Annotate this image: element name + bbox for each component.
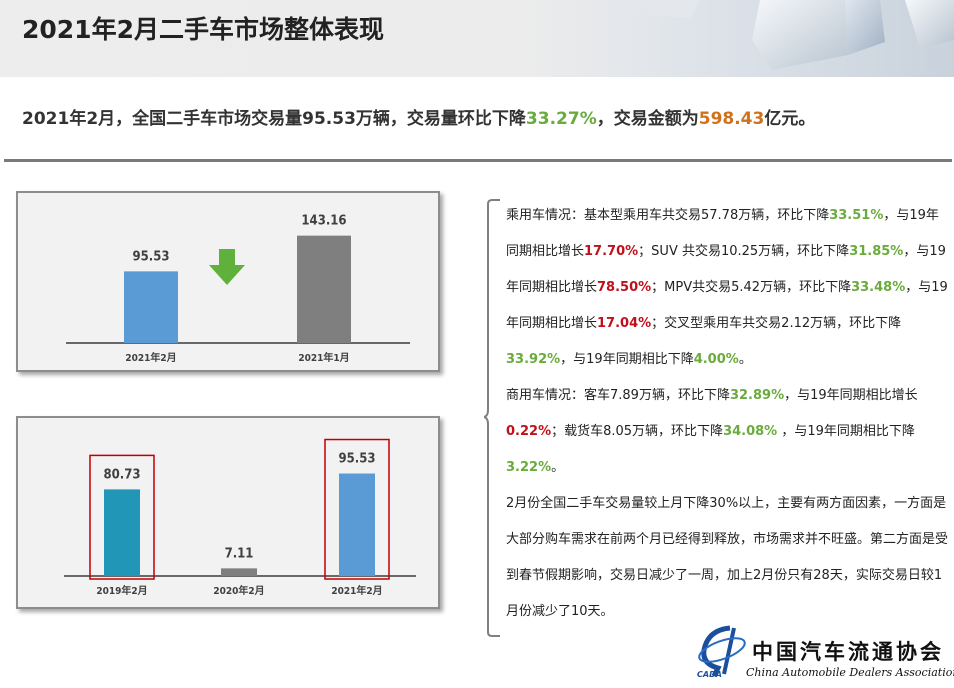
yoy-comparison-chart: 80.73 2019年2月 7.11 2020年2月 95.53 2021年2月 (16, 416, 440, 609)
header-banner: 2021年2月二手车市场整体表现 (0, 0, 954, 77)
p1-segment: 4.00% (693, 352, 739, 367)
category-label-2: 2021年2月 (331, 584, 382, 597)
logo-english-name: China Automobile Dealers Association (746, 666, 954, 679)
p2-segment: 商用车情况：客车7.89万辆，环比下降 (506, 388, 730, 403)
summary-sentence: 2021年2月，全国二手车市场交易量95.53万辆，交易量环比下降33.27%，… (22, 104, 815, 129)
p1-segment: 乘用车情况：基本型乘用车共交易57.78万辆，环比下降 (506, 208, 830, 223)
p1-segment: ，与19年同期相比增长 (506, 280, 948, 331)
mom-chart-svg: 95.53 2021年2月 143.16 2021年1月 (66, 214, 410, 364)
category-label-1: 2020年2月 (213, 584, 264, 597)
category-label-0: 2019年2月 (96, 584, 147, 597)
p1-segment: ，与19年同期相比下降 (560, 352, 694, 367)
logo-chinese-name: 中国汽车流通协会 (752, 639, 944, 664)
p3-segment: 2月份全国二手车交易量较上月下降30%以上，主要有两方面因素，一方面是大部分购车… (506, 496, 949, 619)
data-label-1: 7.11 (225, 546, 254, 561)
p2-segment: 0.22% (506, 424, 552, 439)
category-label-1: 2021年1月 (298, 351, 349, 364)
p2-segment: 。 (551, 460, 565, 475)
summary-suffix: 亿元。 (764, 109, 816, 129)
passenger-car-paragraph: 乘用车情况：基本型乘用车共交易57.78万辆，环比下降33.51%，与19年同期… (506, 198, 950, 378)
p1-segment: 31.85% (849, 244, 904, 259)
p1-segment: ，与19年同期相比增长 (506, 208, 939, 259)
summary-middle: ，交易金额为 (596, 109, 699, 129)
decorative-cubes-image (625, 0, 954, 70)
mom-comparison-chart: 95.53 2021年2月 143.16 2021年1月 (16, 191, 440, 372)
p2-segment: ；载货车8.05万辆，环比下降 (551, 424, 724, 439)
highlight-box-0 (89, 454, 155, 580)
highlight-box-2 (324, 438, 390, 580)
p1-segment: 。 (738, 352, 752, 367)
p1-segment: 78.50% (597, 280, 652, 295)
p2-segment: ，与19年同期相比下降 (777, 424, 915, 439)
bracket-icon (484, 199, 500, 637)
p2-segment: 34.08% (723, 424, 778, 439)
bar-1 (221, 568, 257, 576)
summary-mom-change: 33.27% (525, 109, 597, 129)
summary-amount: 598.43 (698, 109, 765, 129)
p2-segment: ，与19年同期相比增长 (784, 388, 918, 403)
p1-segment: ；SUV 共交易10.25万辆，环比下降 (638, 244, 850, 259)
p1-segment: ；MPV共交易5.42万辆，环比下降 (651, 280, 852, 295)
p1-segment: 33.51% (829, 208, 884, 223)
yoy-chart-svg: 80.73 2019年2月 7.11 2020年2月 95.53 2021年2月 (64, 438, 416, 597)
p1-segment: 33.92% (506, 352, 561, 367)
cada-emblem-icon (698, 625, 746, 678)
bar-0 (104, 489, 140, 576)
cada-logo: 中国汽车流通协会 CADA China Automobile Dealers A… (694, 624, 954, 684)
summary-prefix: 2021年2月，全国二手车市场交易量95.53万辆，交易量环比下降 (22, 109, 526, 129)
p1-segment: ；交叉型乘用车共交易2.12万辆，环比下降 (651, 316, 902, 331)
data-label-0: 95.53 (133, 249, 170, 264)
data-label-0: 80.73 (104, 467, 141, 482)
detail-text-panel: 乘用车情况：基本型乘用车共交易57.78万辆，环比下降33.51%，与19年同期… (506, 198, 950, 630)
p1-segment: ，与19年同期相比增长 (506, 244, 946, 295)
p1-segment: 17.70% (584, 244, 639, 259)
p1-segment: 33.48% (851, 280, 906, 295)
p2-segment: 32.89% (729, 388, 785, 403)
commercial-vehicle-paragraph: 商用车情况：客车7.89万辆，环比下降32.89%，与19年同期相比增长 0.22… (506, 378, 950, 486)
down-arrow-icon (209, 249, 245, 285)
bar-0 (124, 271, 178, 343)
data-label-2: 95.53 (339, 452, 376, 467)
category-label-0: 2021年2月 (125, 351, 176, 364)
p2-segment: 3.22% (506, 460, 552, 475)
logo-abbreviation: CADA (697, 670, 722, 679)
data-label-1: 143.16 (301, 214, 346, 229)
analysis-paragraph: 2月份全国二手车交易量较上月下降30%以上，主要有两方面因素，一方面是大部分购车… (506, 486, 950, 630)
p1-segment: 17.04% (597, 316, 652, 331)
section-divider (4, 159, 952, 162)
page-title: 2021年2月二手车市场整体表现 (22, 15, 384, 44)
bar-2 (339, 473, 375, 576)
bar-1 (297, 235, 351, 343)
